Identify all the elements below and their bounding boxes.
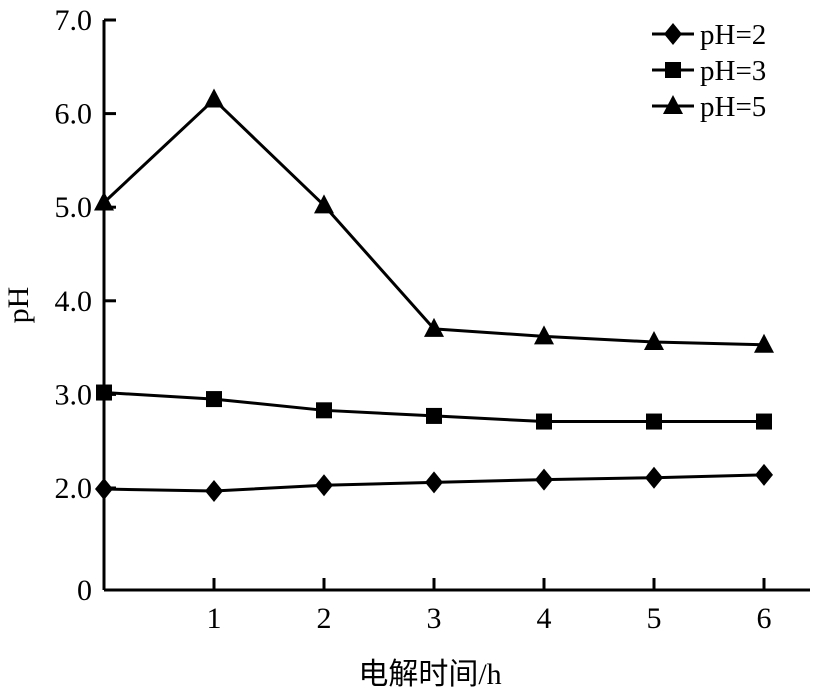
y-tick-label: 0 <box>77 574 92 607</box>
legend-item: pH=3 <box>652 55 766 87</box>
data-point <box>534 325 554 345</box>
x-axis-label: 电解时间/h <box>358 658 501 691</box>
x-ticks: 1 2 3 4 5 6 <box>207 578 772 635</box>
y-tick-label: 5.0 <box>55 191 93 224</box>
y-tick-label: 6.0 <box>55 98 93 131</box>
x-tick-label: 6 <box>757 602 772 635</box>
legend-marker <box>663 95 683 114</box>
data-point <box>536 413 552 430</box>
y-tick-label: 7.0 <box>55 4 93 37</box>
data-point <box>96 384 112 401</box>
legend: pH=2 pH=3 pH=5 <box>652 19 766 123</box>
legend-marker <box>665 62 681 78</box>
series-group <box>94 88 774 503</box>
series-triangle <box>94 88 774 353</box>
data-point <box>426 407 442 424</box>
data-point <box>424 317 444 337</box>
legend-marker <box>664 23 682 45</box>
legend-label: pH=3 <box>700 55 766 87</box>
data-point <box>754 333 774 353</box>
data-point <box>206 391 222 408</box>
legend-label: pH=5 <box>700 91 766 123</box>
legend-label: pH=2 <box>700 19 766 51</box>
series-line <box>102 98 765 347</box>
legend-item: pH=5 <box>652 91 766 123</box>
data-point <box>315 474 333 497</box>
data-point <box>646 413 662 430</box>
x-tick-label: 5 <box>647 602 662 635</box>
y-ticks: 0 2.0 3.0 4.0 5.0 6.0 7.0 <box>55 4 116 607</box>
data-point <box>95 478 113 501</box>
series-square <box>96 384 772 430</box>
data-point <box>756 413 772 430</box>
legend-item: pH=2 <box>652 19 766 51</box>
data-point <box>535 468 553 491</box>
data-point <box>204 88 224 108</box>
y-tick-label: 3.0 <box>55 378 93 411</box>
data-point <box>644 330 664 350</box>
data-point <box>425 471 443 494</box>
data-point <box>94 191 114 211</box>
x-tick-label: 4 <box>537 602 552 635</box>
series-diamond <box>95 463 773 503</box>
y-tick-label: 2.0 <box>55 472 93 505</box>
y-tick-label: 4.0 <box>55 285 93 318</box>
data-point <box>205 480 223 503</box>
x-tick-label: 3 <box>427 602 442 635</box>
data-point <box>645 466 663 489</box>
x-tick-label: 2 <box>317 602 332 635</box>
y-axis-label: pH <box>2 287 35 324</box>
data-point <box>316 402 332 419</box>
data-point <box>755 463 773 486</box>
x-tick-label: 1 <box>207 602 222 635</box>
data-point <box>314 194 334 214</box>
